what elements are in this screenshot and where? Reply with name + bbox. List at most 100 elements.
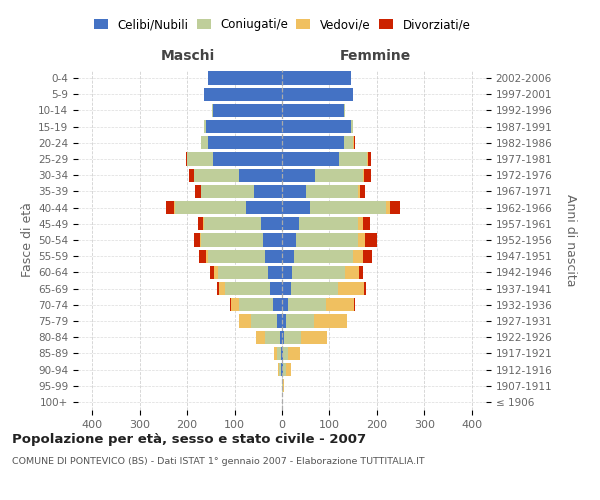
Bar [314, 314, 347, 328]
Bar [277, 346, 281, 360]
Bar [310, 201, 386, 214]
Bar [358, 185, 360, 198]
Bar [286, 314, 314, 328]
Bar [338, 282, 364, 295]
Bar [239, 314, 251, 328]
Bar [283, 346, 287, 360]
Bar [282, 346, 283, 360]
Bar [365, 234, 377, 246]
Bar [194, 168, 239, 182]
Bar [211, 266, 214, 279]
Bar [206, 120, 282, 134]
Bar [358, 217, 362, 230]
Bar [268, 266, 282, 279]
Bar [277, 314, 282, 328]
Bar [354, 136, 355, 149]
Bar [292, 266, 344, 279]
Bar [353, 136, 354, 149]
Bar [194, 234, 200, 246]
Bar [272, 298, 282, 312]
Bar [202, 136, 208, 149]
Bar [282, 266, 292, 279]
Bar [202, 185, 254, 198]
Bar [175, 201, 247, 214]
Bar [279, 363, 281, 376]
Bar [198, 217, 203, 230]
Bar [290, 282, 338, 295]
Bar [301, 330, 327, 344]
Bar [213, 152, 282, 166]
Bar [367, 152, 368, 166]
Bar [282, 201, 310, 214]
Bar [282, 152, 339, 166]
Bar [278, 363, 279, 376]
Bar [390, 201, 400, 214]
Bar [204, 120, 206, 134]
Bar [359, 266, 362, 279]
Bar [362, 250, 372, 263]
Bar [287, 298, 326, 312]
Bar [282, 136, 344, 149]
Bar [202, 234, 263, 246]
Bar [282, 330, 284, 344]
Bar [214, 266, 218, 279]
Y-axis label: Anni di nascita: Anni di nascita [563, 194, 577, 286]
Bar [231, 298, 239, 312]
Bar [281, 346, 282, 360]
Bar [200, 234, 202, 246]
Bar [195, 185, 201, 198]
Bar [315, 168, 362, 182]
Bar [225, 282, 270, 295]
Bar [204, 217, 260, 230]
Bar [282, 120, 351, 134]
Bar [280, 330, 282, 344]
Bar [351, 120, 353, 134]
Bar [265, 250, 282, 263]
Bar [358, 234, 365, 246]
Bar [339, 152, 367, 166]
Bar [265, 330, 280, 344]
Bar [282, 234, 296, 246]
Bar [206, 250, 208, 263]
Bar [230, 298, 231, 312]
Bar [282, 282, 290, 295]
Bar [282, 363, 283, 376]
Bar [166, 201, 175, 214]
Bar [386, 201, 390, 214]
Bar [263, 234, 282, 246]
Bar [282, 104, 344, 117]
Bar [364, 282, 367, 295]
Bar [299, 217, 358, 230]
Bar [187, 152, 213, 166]
Bar [296, 234, 358, 246]
Bar [344, 266, 359, 279]
Text: Femmine: Femmine [340, 49, 412, 63]
Bar [282, 250, 294, 263]
Bar [239, 298, 272, 312]
Bar [274, 346, 277, 360]
Bar [282, 88, 353, 101]
Bar [208, 72, 282, 85]
Bar [239, 168, 282, 182]
Bar [326, 298, 354, 312]
Bar [212, 104, 213, 117]
Bar [283, 363, 286, 376]
Bar [220, 282, 225, 295]
Bar [203, 217, 204, 230]
Bar [284, 330, 301, 344]
Text: Popolazione per età, sesso e stato civile - 2007: Popolazione per età, sesso e stato civil… [12, 432, 366, 446]
Bar [362, 217, 370, 230]
Bar [282, 314, 286, 328]
Legend: Celibi/Nubili, Coniugati/e, Vedovi/e, Divorziati/e: Celibi/Nubili, Coniugati/e, Vedovi/e, Di… [91, 16, 473, 34]
Bar [362, 168, 364, 182]
Bar [204, 88, 282, 101]
Bar [282, 168, 315, 182]
Bar [306, 185, 358, 198]
Bar [251, 314, 277, 328]
Bar [368, 152, 371, 166]
Y-axis label: Fasce di età: Fasce di età [21, 202, 34, 278]
Bar [282, 217, 299, 230]
Bar [282, 298, 287, 312]
Text: Maschi: Maschi [161, 49, 215, 63]
Text: COMUNE DI PONTEVICO (BS) - Dati ISTAT 1° gennaio 2007 - Elaborazione TUTTITALIA.: COMUNE DI PONTEVICO (BS) - Dati ISTAT 1°… [12, 458, 425, 466]
